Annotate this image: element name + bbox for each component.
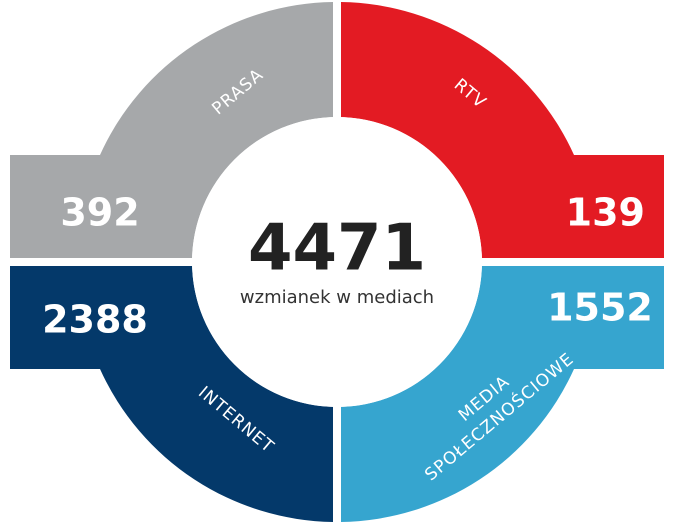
segment-value: 392 (60, 191, 139, 235)
segment-value: 139 (566, 191, 645, 235)
segment-value: 1552 (547, 286, 653, 330)
segment (341, 2, 664, 258)
segment (341, 266, 664, 522)
segment (10, 2, 333, 258)
segment (10, 266, 333, 522)
total: 4471 (248, 212, 426, 286)
center-circle (192, 117, 482, 407)
total-label: wzmianek w mediach (240, 287, 434, 308)
segment-value: 2388 (42, 298, 148, 342)
